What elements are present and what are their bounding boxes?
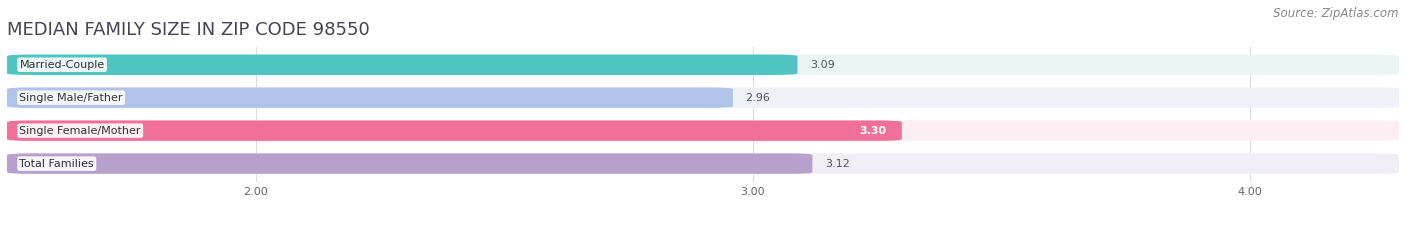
Text: 3.30: 3.30 (860, 126, 887, 136)
Text: 3.09: 3.09 (810, 60, 835, 70)
FancyBboxPatch shape (7, 55, 1399, 75)
FancyBboxPatch shape (7, 153, 813, 174)
FancyBboxPatch shape (7, 120, 1399, 141)
Text: MEDIAN FAMILY SIZE IN ZIP CODE 98550: MEDIAN FAMILY SIZE IN ZIP CODE 98550 (7, 21, 370, 39)
FancyBboxPatch shape (7, 87, 1399, 108)
FancyBboxPatch shape (7, 153, 1399, 174)
Text: Source: ZipAtlas.com: Source: ZipAtlas.com (1274, 7, 1399, 20)
Text: Total Families: Total Families (20, 159, 94, 169)
FancyBboxPatch shape (7, 55, 797, 75)
FancyBboxPatch shape (7, 87, 733, 108)
Text: Single Male/Father: Single Male/Father (20, 93, 122, 103)
Text: Single Female/Mother: Single Female/Mother (20, 126, 141, 136)
Text: 2.96: 2.96 (745, 93, 770, 103)
Text: 3.12: 3.12 (825, 159, 849, 169)
FancyBboxPatch shape (7, 120, 901, 141)
Text: Married-Couple: Married-Couple (20, 60, 104, 70)
